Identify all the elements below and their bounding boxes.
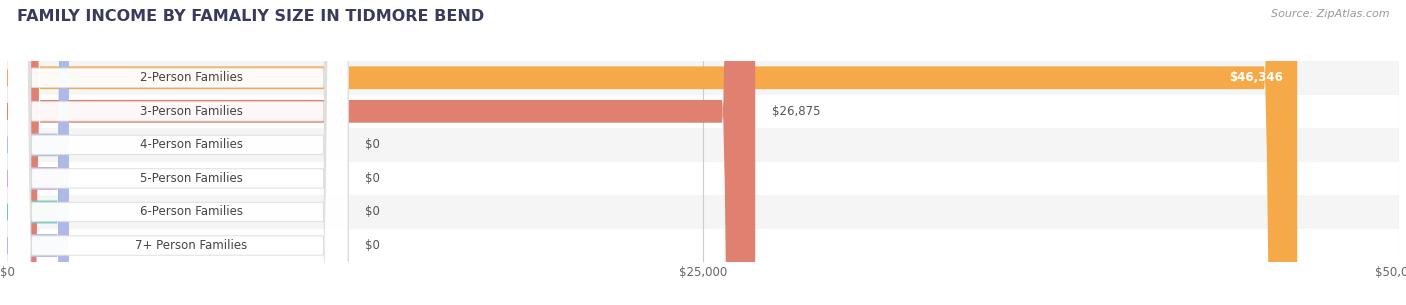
FancyBboxPatch shape bbox=[7, 0, 349, 305]
Text: 2-Person Families: 2-Person Families bbox=[139, 71, 243, 84]
Text: $0: $0 bbox=[364, 239, 380, 252]
Text: 4-Person Families: 4-Person Families bbox=[139, 138, 243, 151]
FancyBboxPatch shape bbox=[7, 0, 69, 305]
Text: 7+ Person Families: 7+ Person Families bbox=[135, 239, 247, 252]
Text: Source: ZipAtlas.com: Source: ZipAtlas.com bbox=[1271, 9, 1389, 19]
Bar bbox=[7, 61, 1399, 95]
Text: 3-Person Families: 3-Person Families bbox=[139, 105, 243, 118]
FancyBboxPatch shape bbox=[7, 0, 349, 305]
FancyBboxPatch shape bbox=[7, 0, 69, 305]
Bar bbox=[7, 195, 1399, 229]
Text: $0: $0 bbox=[364, 172, 380, 185]
Text: $26,875: $26,875 bbox=[772, 105, 821, 118]
Text: FAMILY INCOME BY FAMALIY SIZE IN TIDMORE BEND: FAMILY INCOME BY FAMALIY SIZE IN TIDMORE… bbox=[17, 9, 484, 24]
FancyBboxPatch shape bbox=[7, 0, 349, 305]
FancyBboxPatch shape bbox=[7, 0, 1298, 305]
FancyBboxPatch shape bbox=[7, 0, 69, 305]
FancyBboxPatch shape bbox=[7, 0, 349, 305]
Bar bbox=[7, 128, 1399, 162]
Bar bbox=[7, 95, 1399, 128]
Bar bbox=[7, 229, 1399, 262]
FancyBboxPatch shape bbox=[7, 0, 349, 305]
FancyBboxPatch shape bbox=[7, 0, 755, 305]
Text: $46,346: $46,346 bbox=[1229, 71, 1284, 84]
FancyBboxPatch shape bbox=[7, 0, 69, 305]
FancyBboxPatch shape bbox=[7, 0, 349, 305]
Text: $0: $0 bbox=[364, 138, 380, 151]
Text: 5-Person Families: 5-Person Families bbox=[139, 172, 243, 185]
Bar bbox=[7, 162, 1399, 195]
Text: $0: $0 bbox=[364, 206, 380, 218]
Text: 6-Person Families: 6-Person Families bbox=[139, 206, 243, 218]
